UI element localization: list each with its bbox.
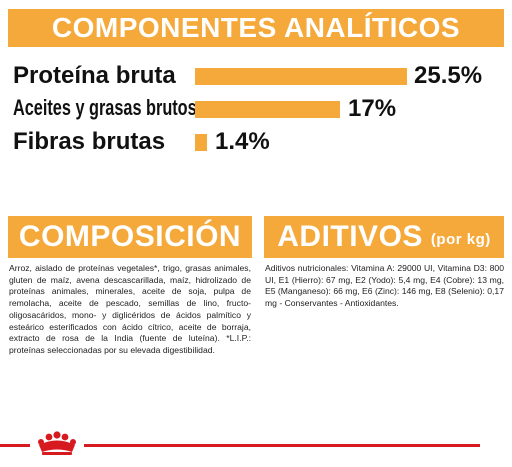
nutrient-label: Aceites y grasas brutos [13,95,197,120]
nutrient-value: 1.4% [215,128,270,155]
nutrient-bar [195,68,407,85]
nutrient-label: Proteína bruta [13,62,176,89]
footer-rule-right [84,444,480,447]
footer-rule-left [0,444,30,447]
additives-banner: ADITIVOS (por kg) [264,216,504,258]
nutrient-value: 17% [348,95,397,122]
nutrient-bar [195,134,207,151]
composition-title: COMPOSICIÓN [18,220,242,253]
additives-title: ADITIVOS [277,220,423,253]
composition-banner: COMPOSICIÓN [8,216,252,258]
nutrient-label: Fibras brutas [13,128,166,155]
analytic-components-banner: COMPONENTES ANALÍTICOS [8,9,504,47]
royal-canin-crown-icon [38,431,76,455]
nutrient-value: 25.5% [414,62,483,89]
additives-title-suffix: (por kg) [430,230,491,248]
analytic-components-title: COMPONENTES ANALÍTICOS [51,12,461,43]
nutrient-bar [195,101,340,118]
nutrient-row-fiber: Fibras brutas 1.4% [0,128,512,158]
nutrient-row-protein: Proteína bruta 25.5% [0,62,512,92]
additives-text: Aditivos nutricionales: Vitamina A: 2900… [265,263,504,309]
nutrient-row-fats: Aceites y grasas brutos 17% [0,95,512,125]
composition-text: Arroz, aislado de proteínas vegetales*, … [9,263,251,355]
